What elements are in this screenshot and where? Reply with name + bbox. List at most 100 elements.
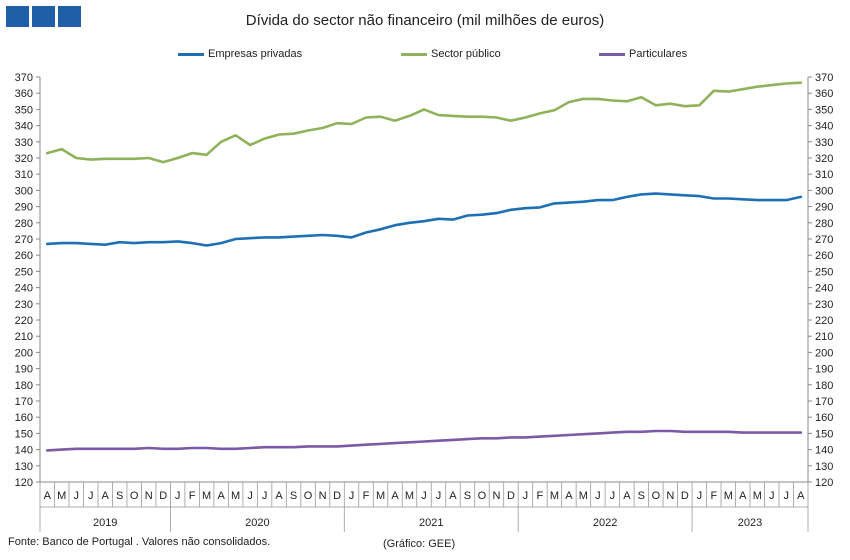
x-tick-label: O xyxy=(130,490,139,502)
x-tick-label: M xyxy=(376,490,385,502)
x-tick-label: O xyxy=(478,490,487,502)
x-tick-label: J xyxy=(784,490,790,502)
y-tick-label-left: 230 xyxy=(15,299,33,311)
x-tick-label: F xyxy=(537,490,544,502)
x-tick-label: S xyxy=(290,490,297,502)
y-tick-label-left: 260 xyxy=(15,250,33,262)
y-tick-label-left: 210 xyxy=(15,331,33,343)
y-tick-label-right: 140 xyxy=(815,445,833,457)
x-tick-label: M xyxy=(753,490,762,502)
x-tick-label: N xyxy=(319,490,327,502)
x-tick-label: J xyxy=(88,490,94,502)
x-tick-label: S xyxy=(464,490,471,502)
y-tick-label-left: 340 xyxy=(15,121,33,133)
year-label: 2020 xyxy=(245,517,269,529)
x-tick-label: A xyxy=(391,490,399,502)
x-tick-label: J xyxy=(436,490,442,502)
legend-label-publico: Sector público xyxy=(431,48,501,60)
x-tick-label: M xyxy=(724,490,733,502)
y-tick-label-right: 320 xyxy=(815,153,833,165)
x-tick-label: A xyxy=(449,490,457,502)
y-tick-label-left: 150 xyxy=(15,428,33,440)
y-tick-label-left: 280 xyxy=(15,218,33,230)
legend-label-empresas: Empresas privadas xyxy=(208,48,303,60)
y-tick-label-left: 350 xyxy=(15,104,33,116)
y-tick-label-right: 200 xyxy=(815,347,833,359)
x-tick-label: J xyxy=(421,490,427,502)
x-tick-label: F xyxy=(189,490,196,502)
x-tick-label: J xyxy=(175,490,181,502)
y-tick-label-left: 240 xyxy=(15,283,33,295)
y-tick-label-right: 120 xyxy=(815,477,833,489)
y-tick-label-right: 220 xyxy=(815,315,833,327)
x-tick-label: M xyxy=(57,490,66,502)
x-tick-label: S xyxy=(638,490,645,502)
y-tick-label-right: 310 xyxy=(815,169,833,181)
x-tick-label: J xyxy=(769,490,775,502)
series-line-1 xyxy=(45,81,803,164)
y-tick-label-right: 290 xyxy=(815,202,833,214)
y-tick-label-right: 190 xyxy=(815,364,833,376)
x-tick-label: J xyxy=(262,490,268,502)
x-tick-label: F xyxy=(363,490,370,502)
chart-credit: (Gráfico: GEE) xyxy=(383,538,456,550)
x-tick-label: A xyxy=(623,490,631,502)
logo-block-2 xyxy=(32,6,55,27)
x-tick-label: M xyxy=(202,490,211,502)
y-tick-label-right: 170 xyxy=(815,396,833,408)
legend-swatch-particulares xyxy=(599,52,625,56)
y-tick-label-left: 120 xyxy=(15,477,33,489)
x-tick-label: A xyxy=(275,490,283,502)
y-tick-label-left: 360 xyxy=(15,88,33,100)
y-tick-label-left: 200 xyxy=(15,347,33,359)
logo-block-3 xyxy=(58,6,81,27)
y-tick-label-right: 330 xyxy=(815,137,833,149)
year-label: 2022 xyxy=(593,517,617,529)
x-tick-label: A xyxy=(102,490,110,502)
x-tick-label: O xyxy=(304,490,313,502)
y-tick-label-left: 310 xyxy=(15,169,33,181)
y-tick-label-left: 370 xyxy=(15,72,33,84)
y-tick-label-right: 370 xyxy=(815,72,833,84)
y-tick-label-right: 250 xyxy=(815,266,833,278)
y-tick-label-left: 250 xyxy=(15,266,33,278)
y-tick-label-left: 320 xyxy=(15,153,33,165)
x-tick-label: F xyxy=(710,490,717,502)
x-tick-label: M xyxy=(405,490,414,502)
y-tick-label-right: 180 xyxy=(815,380,833,392)
y-tick-label-left: 140 xyxy=(15,445,33,457)
series-line-0 xyxy=(45,192,803,247)
x-tick-label: D xyxy=(507,490,515,502)
y-tick-label-right: 230 xyxy=(815,299,833,311)
year-label: 2023 xyxy=(738,517,762,529)
x-tick-label: M xyxy=(579,490,588,502)
source-note: Fonte: Banco de Portugal . Valores não c… xyxy=(8,536,271,548)
x-tick-label: J xyxy=(73,490,79,502)
y-tick-label-left: 180 xyxy=(15,380,33,392)
x-tick-label: J xyxy=(610,490,616,502)
x-tick-label: J xyxy=(697,490,703,502)
y-tick-label-right: 350 xyxy=(815,104,833,116)
y-tick-label-right: 210 xyxy=(815,331,833,343)
x-tick-label: A xyxy=(217,490,225,502)
series-line-2 xyxy=(45,429,803,452)
legend-item-empresas: Empresas privadas xyxy=(178,48,302,60)
legend-label-particulares: Particulares xyxy=(629,48,688,60)
y-tick-label-left: 290 xyxy=(15,202,33,214)
y-tick-label-left: 190 xyxy=(15,364,33,376)
logo-block-1 xyxy=(6,6,29,27)
x-tick-label: J xyxy=(247,490,253,502)
y-tick-label-right: 130 xyxy=(815,461,833,473)
y-tick-label-right: 340 xyxy=(815,121,833,133)
y-tick-label-left: 220 xyxy=(15,315,33,327)
chart-legend: Empresas privadas Sector público Particu… xyxy=(0,48,850,66)
x-tick-label: J xyxy=(595,490,601,502)
x-tick-label: D xyxy=(681,490,689,502)
legend-item-publico: Sector público xyxy=(401,48,501,60)
x-tick-label: J xyxy=(349,490,355,502)
x-tick-label: A xyxy=(739,490,747,502)
legend-item-particulares: Particulares xyxy=(599,48,687,60)
y-tick-label-right: 280 xyxy=(815,218,833,230)
y-tick-label-left: 160 xyxy=(15,412,33,424)
